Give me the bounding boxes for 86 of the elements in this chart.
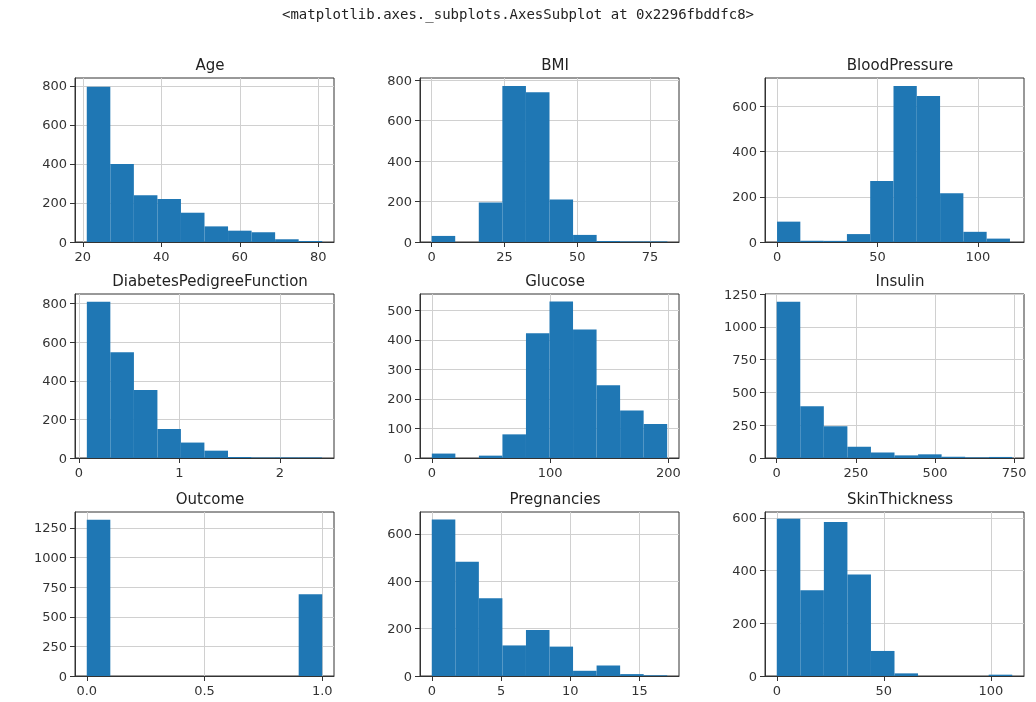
y-tick-label: 300: [387, 361, 412, 377]
x-tick-label: 10: [562, 683, 579, 698]
x-tick-label: 5: [496, 683, 506, 698]
x-tick-label: 50: [869, 249, 886, 264]
chart-title: Outcome: [175, 489, 245, 508]
x-tick-label: 0: [74, 465, 84, 480]
text: <matplotlib.axes._subplots.AxesSubplot at 0x2296fbddfc8>: [281, 6, 755, 22]
x-tick-label: 50: [568, 249, 586, 264]
y-tick-label: 0: [58, 234, 67, 250]
x-tick-label: 60: [231, 249, 249, 264]
chart-title: DiabetesPedigreeFunction: [112, 271, 308, 290]
y-tick-label: 600: [387, 526, 412, 542]
x-tick-label: 0.5: [194, 683, 215, 698]
y-tick-label: 250: [42, 638, 67, 654]
y-tick-label: 250: [732, 417, 757, 433]
y-tick-label: 1250: [723, 286, 757, 302]
y-tick-label: 750: [732, 352, 757, 368]
x-tick-label: 100: [978, 683, 1004, 698]
y-tick-label: 200: [387, 391, 412, 407]
x-tick-label: 20: [74, 249, 92, 264]
y-tick-label: 400: [387, 573, 412, 589]
y-tick-label: 800: [387, 72, 412, 88]
x-tick-label: 0: [772, 683, 781, 698]
y-tick-label: 400: [387, 153, 412, 169]
y-tick-label: 200: [42, 195, 67, 211]
x-tick-label: 80: [310, 249, 327, 264]
chart-title: Insulin: [875, 271, 925, 290]
y-tick-label: 800: [42, 78, 67, 94]
y-tick-label: 100: [387, 420, 412, 436]
x-tick-label: 75: [641, 249, 659, 264]
chart-title: Glucose: [525, 271, 585, 290]
chart-title: SkinThickness: [846, 489, 954, 508]
x-tick-label: 0: [427, 465, 436, 480]
chart-title: Age: [195, 55, 225, 74]
y-tick-label: 200: [732, 189, 757, 205]
x-tick-label: 0: [772, 249, 782, 264]
y-tick-label: 200: [42, 411, 67, 427]
y-tick-label: 600: [42, 117, 67, 133]
x-tick-label: 200: [655, 465, 681, 480]
y-tick-label: 600: [732, 510, 757, 526]
y-tick-label: 400: [42, 373, 67, 389]
y-tick-label: 200: [387, 621, 412, 637]
y-tick-label: 500: [42, 609, 67, 625]
chart-title: BMI: [541, 55, 569, 74]
y-tick-label: 0: [403, 234, 412, 250]
x-tick-label: 50: [875, 683, 893, 698]
x-tick-label: 100: [965, 249, 991, 264]
y-tick-label: 500: [387, 302, 412, 318]
x-tick-label: 0.0: [76, 683, 98, 698]
y-tick-label: 200: [387, 194, 412, 210]
x-tick-label: 250: [843, 465, 869, 480]
y-tick-label: 0: [748, 450, 757, 466]
y-tick-label: 0: [748, 668, 757, 684]
y-tick-label: 0: [403, 668, 412, 684]
y-tick-label: 400: [387, 332, 412, 348]
x-tick-label: 0: [772, 465, 781, 480]
y-tick-label: 400: [732, 144, 757, 160]
y-tick-label: 1000: [33, 550, 67, 566]
y-tick-label: 600: [42, 334, 67, 350]
x-tick-label: 15: [631, 683, 648, 698]
x-tick-label: 500: [922, 465, 948, 480]
x-tick-label: 1: [175, 465, 184, 480]
y-tick-label: 0: [748, 234, 757, 250]
y-tick-label: 800: [42, 296, 67, 312]
chart-title: Pregnancies: [509, 489, 601, 508]
y-tick-label: 0: [58, 450, 67, 466]
y-tick-label: 400: [42, 156, 67, 172]
x-tick-label: 0: [427, 683, 436, 698]
x-tick-label: 1.0: [311, 683, 333, 698]
x-tick-label: 40: [153, 249, 170, 264]
x-tick-label: 750: [1001, 465, 1027, 480]
x-tick-label: 2: [275, 465, 284, 480]
y-tick-label: 400: [732, 563, 757, 579]
x-tick-label: 25: [496, 249, 513, 264]
y-tick-label: 600: [732, 98, 757, 114]
y-tick-label: 750: [42, 579, 67, 595]
y-tick-label: 0: [58, 668, 67, 684]
y-tick-label: 200: [732, 615, 757, 631]
y-tick-label: 500: [732, 384, 757, 400]
x-tick-label: 100: [537, 465, 563, 480]
y-tick-label: 600: [387, 113, 412, 129]
y-tick-label: 1000: [723, 319, 757, 335]
chart-title: BloodPressure: [846, 55, 954, 74]
x-tick-label: 0: [427, 249, 436, 264]
y-tick-label: 0: [403, 450, 412, 466]
y-tick-label: 1250: [33, 520, 67, 536]
